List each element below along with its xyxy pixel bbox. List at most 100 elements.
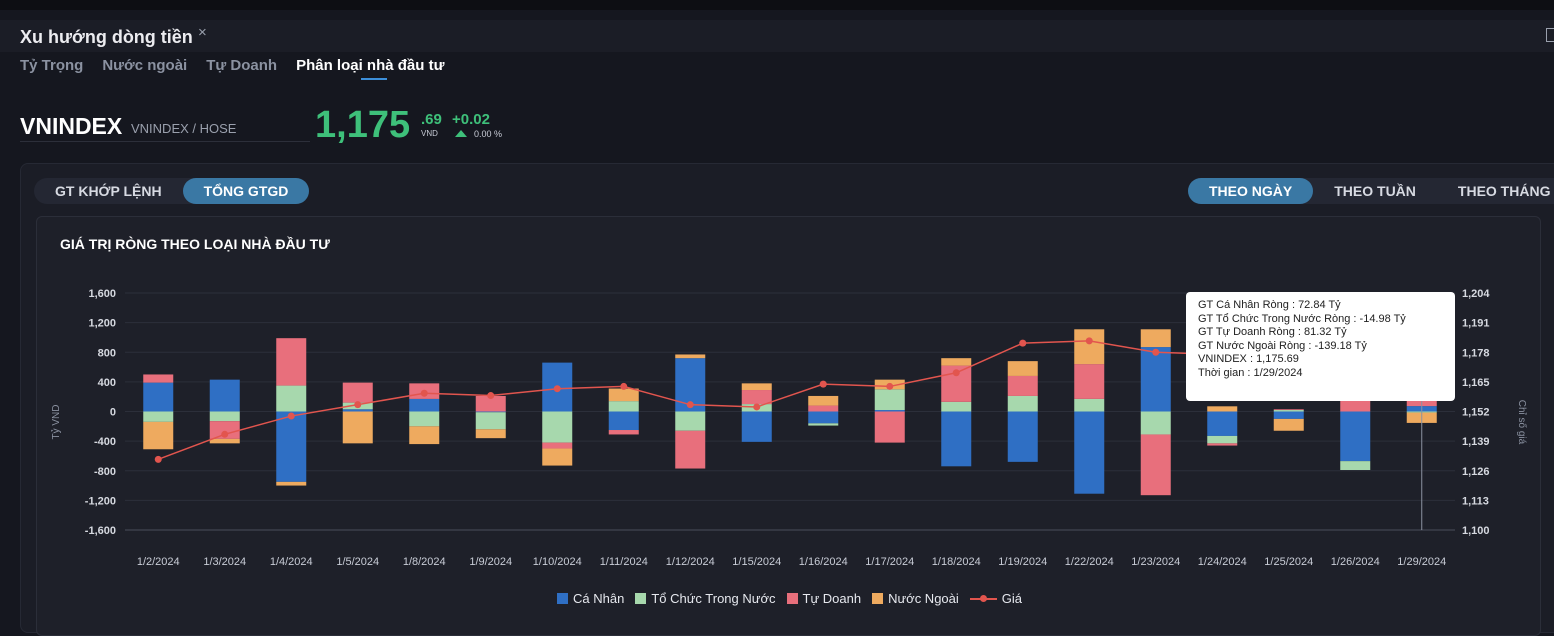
- x-tick-label: 1/29/2024: [1397, 556, 1446, 568]
- bar-to-chuc: [1207, 435, 1238, 444]
- bar-ca-nhan: [1207, 411, 1238, 436]
- price-point: [154, 455, 162, 463]
- price-point: [221, 430, 229, 438]
- y2-tick-label: 1,178: [1462, 347, 1490, 359]
- tab-phan-loai-nha-dau-tu[interactable]: Phân loại nhà đầu tư: [296, 57, 444, 80]
- bar-ca-nhan: [209, 379, 240, 412]
- bar-tu-doanh: [143, 374, 174, 383]
- bar-ca-nhan: [808, 411, 839, 424]
- y-tick-label: 1,200: [88, 318, 116, 330]
- bar-to-chuc: [874, 389, 905, 411]
- y-tick-label: 400: [98, 377, 116, 389]
- bar-tu-doanh: [1074, 364, 1105, 399]
- legend-nuoc-ngoai[interactable]: Nước Ngoài: [872, 591, 959, 606]
- bar-tu-doanh: [542, 442, 573, 449]
- legend-swatch-to-chuc: [635, 593, 647, 604]
- bar-ca-nhan: [1340, 411, 1371, 462]
- tooltip-to-chuc: GT Tổ Chức Trong Nước Ròng : -14.98 Tỷ: [1198, 312, 1406, 325]
- bar-ca-nhan: [143, 382, 174, 412]
- legend-gia[interactable]: Giá: [969, 591, 1023, 606]
- bar-to-chuc: [608, 401, 639, 412]
- symbol: VNINDEX: [20, 113, 123, 139]
- x-tick-label: 1/2/2024: [137, 556, 180, 568]
- bar-tu-doanh: [475, 395, 506, 412]
- bar-to-chuc: [143, 411, 174, 422]
- tooltip-time: Thời gian : 1/29/2024: [1198, 366, 1303, 379]
- toggle-theo-tuan[interactable]: THEO TUẦN: [1334, 183, 1416, 199]
- close-icon[interactable]: ×: [198, 24, 207, 41]
- legend-label: Giá: [1001, 591, 1023, 606]
- price-change-percent: 0.00 %: [474, 129, 503, 139]
- bar-to-chuc: [1340, 461, 1371, 471]
- price-point: [354, 401, 362, 409]
- bar-nuoc-ngoai: [941, 358, 972, 366]
- bar-nuoc-ngoai: [209, 438, 240, 444]
- price-integer: 1,175: [315, 104, 411, 146]
- price-point: [1019, 339, 1027, 347]
- tab-tu-doanh[interactable]: Tự Doanh: [206, 57, 278, 74]
- bar-to-chuc: [941, 401, 972, 412]
- widget-titlebar: [0, 20, 1554, 52]
- bar-tu-doanh: [209, 421, 240, 439]
- price-point: [620, 382, 628, 390]
- price-point: [287, 412, 295, 420]
- bar-ca-nhan: [1273, 411, 1304, 419]
- toggle-tong-gtgd[interactable]: TỔNG GTGD: [182, 178, 310, 204]
- toggle-theo-ngay[interactable]: THEO NGÀY: [1188, 178, 1314, 204]
- x-tick-label: 1/23/2024: [1131, 556, 1180, 568]
- bar-ca-nhan: [1074, 411, 1105, 494]
- legend-swatch-ca-nhan: [557, 593, 568, 604]
- bar-ca-nhan: [475, 411, 506, 413]
- toggle-theo-thang[interactable]: THEO THÁNG: [1457, 183, 1551, 199]
- x-tick-label: 1/25/2024: [1264, 556, 1313, 568]
- tooltip-vnindex: VNINDEX : 1,175.69: [1198, 353, 1299, 365]
- bar-nuoc-ngoai: [143, 421, 174, 450]
- bar-nuoc-ngoai: [675, 354, 706, 359]
- toggle-gt-khop-lenh[interactable]: GT KHỚP LỆNH: [55, 183, 162, 199]
- x-tick-label: 1/11/2024: [600, 556, 648, 568]
- bar-nuoc-ngoai: [1207, 406, 1238, 412]
- bar-tu-doanh: [276, 338, 307, 386]
- tab-nuoc-ngoai[interactable]: Nước ngoài: [102, 57, 188, 74]
- bar-to-chuc: [1140, 411, 1171, 435]
- bar-nuoc-ngoai: [475, 429, 506, 439]
- legend-to-chuc[interactable]: Tổ Chức Trong Nước: [635, 591, 776, 606]
- bar-tu-doanh: [1140, 434, 1171, 496]
- chart-legend: Cá Nhân Tổ Chức Trong Nước Tự Doanh Nước…: [557, 591, 1033, 606]
- bar-tu-doanh: [675, 430, 706, 469]
- legend-ca-nhan[interactable]: Cá Nhân: [557, 591, 624, 606]
- tab-ty-trong[interactable]: Tỷ Trọng: [20, 57, 84, 74]
- expand-icon[interactable]: [1546, 28, 1554, 42]
- bar-ca-nhan: [741, 411, 772, 442]
- bar-nuoc-ngoai: [276, 481, 307, 486]
- x-tick-label: 1/24/2024: [1198, 556, 1247, 568]
- bar-nuoc-ngoai: [1273, 418, 1304, 431]
- x-tick-label: 1/9/2024: [469, 556, 512, 568]
- bar-tu-doanh: [874, 411, 905, 443]
- bar-tu-doanh: [1007, 375, 1038, 396]
- y2-tick-label: 1,139: [1462, 436, 1490, 448]
- bar-to-chuc: [276, 385, 307, 412]
- bar-nuoc-ngoai: [741, 383, 772, 391]
- bar-ca-nhan: [874, 410, 905, 412]
- y-axis-title: Tỷ VND: [50, 405, 62, 440]
- price-point: [487, 392, 495, 400]
- top-strip: [0, 0, 1554, 10]
- bar-ca-nhan: [409, 398, 440, 412]
- x-tick-label: 1/19/2024: [998, 556, 1047, 568]
- price-point: [553, 385, 561, 393]
- price-point: [1152, 348, 1160, 356]
- legend-tu-doanh[interactable]: Tự Doanh: [786, 591, 861, 606]
- price-point: [686, 401, 694, 409]
- y2-tick-label: 1,152: [1462, 407, 1490, 419]
- y-tick-label: -1,600: [85, 525, 116, 537]
- price-point: [753, 403, 761, 411]
- bar-nuoc-ngoai: [542, 448, 573, 466]
- price-unit: VND: [421, 129, 438, 138]
- legend-label: Cá Nhân: [573, 591, 625, 606]
- y2-tick-label: 1,191: [1462, 318, 1490, 330]
- widget-title: Xu hướng dòng tiền: [20, 27, 193, 47]
- bar-to-chuc: [1273, 410, 1304, 412]
- bar-tu-doanh: [608, 430, 639, 435]
- x-tick-label: 1/3/2024: [203, 556, 246, 568]
